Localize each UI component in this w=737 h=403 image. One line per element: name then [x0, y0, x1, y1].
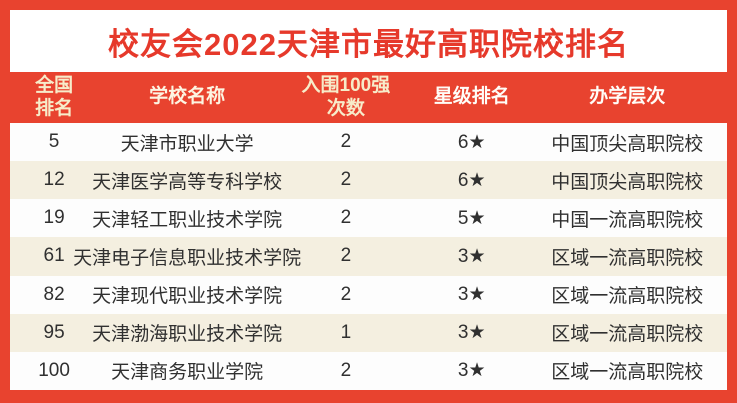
rank-cell: 5 — [48, 131, 60, 153]
rank-cell: 12 — [43, 169, 65, 191]
times-cell: 1 — [340, 321, 352, 343]
rank-cell: 95 — [43, 321, 65, 343]
times-cell: 2 — [340, 245, 352, 267]
school-cell: 天津电子信息职业技术学院 — [73, 247, 302, 269]
header-cell-top100-times: 入围100强 次数 — [301, 74, 391, 119]
page-title: 校友会2022天津市最好高职院校排名 — [108, 26, 629, 62]
level-cell: 区域一流高职院校 — [551, 324, 704, 346]
table-header-row: 全国 排名 学校名称 入围100强 次数 星级排名 办学层次 — [10, 72, 727, 123]
level-cell: 中国顶尖高职院校 — [551, 133, 704, 155]
star-cell: 6★ — [457, 169, 486, 191]
table-row: 100 天津商务职业学院 2 3★ 区域一流高职院校 — [10, 351, 727, 390]
star-cell: 3★ — [457, 245, 486, 267]
times-cell: 2 — [340, 131, 352, 153]
rank-cell: 19 — [43, 207, 65, 229]
header-cell-star-rank: 星级排名 — [433, 86, 510, 108]
title-bar: 校友会2022天津市最好高职院校排名 — [10, 10, 727, 72]
times-cell: 2 — [340, 169, 352, 191]
header-cell-school-name: 学校名称 — [149, 86, 226, 108]
header-cell-school-level: 办学层次 — [589, 86, 666, 108]
level-cell: 区域一流高职院校 — [551, 362, 704, 384]
table-row: 82 天津现代职业技术学院 2 3★ 区域一流高职院校 — [10, 275, 727, 314]
school-cell: 天津现代职业技术学院 — [92, 286, 283, 308]
school-cell: 天津医学高等专科学校 — [92, 171, 283, 193]
rank-cell: 100 — [38, 359, 70, 381]
level-cell: 区域一流高职院校 — [551, 286, 704, 308]
table-row: 61 天津电子信息职业技术学院 2 3★ 区域一流高职院校 — [10, 237, 727, 276]
star-cell: 6★ — [457, 131, 486, 153]
table-row: 12 天津医学高等专科学校 2 6★ 中国顶尖高职院校 — [10, 161, 727, 200]
table-row: 5 天津市职业大学 2 6★ 中国顶尖高职院校 — [10, 123, 727, 162]
times-cell: 2 — [340, 283, 352, 305]
school-cell: 天津商务职业学院 — [111, 362, 264, 384]
star-cell: 3★ — [457, 322, 486, 344]
header-cell-national-rank: 全国 排名 — [35, 74, 74, 119]
level-cell: 区域一流高职院校 — [551, 247, 704, 269]
school-cell: 天津渤海职业技术学院 — [92, 324, 283, 346]
school-cell: 天津市职业大学 — [120, 133, 254, 155]
table-row: 95 天津渤海职业技术学院 1 3★ 区域一流高职院校 — [10, 313, 727, 352]
star-cell: 3★ — [457, 360, 486, 382]
school-cell: 天津轻工职业技术学院 — [92, 209, 283, 231]
ranking-panel: 校友会2022天津市最好高职院校排名 全国 排名 学校名称 入围100强 次数 … — [10, 10, 727, 390]
rank-cell: 61 — [43, 245, 65, 267]
times-cell: 2 — [340, 207, 352, 229]
level-cell: 中国顶尖高职院校 — [551, 171, 704, 193]
times-cell: 2 — [340, 359, 352, 381]
table-body: 5 天津市职业大学 2 6★ 中国顶尖高职院校 12 天津医学高等专科学校 2 … — [10, 123, 727, 390]
table-row: 19 天津轻工职业技术学院 2 5★ 中国一流高职院校 — [10, 199, 727, 238]
level-cell: 中国一流高职院校 — [551, 209, 704, 231]
rank-cell: 82 — [43, 283, 65, 305]
star-cell: 3★ — [457, 284, 486, 306]
star-cell: 5★ — [457, 207, 486, 229]
